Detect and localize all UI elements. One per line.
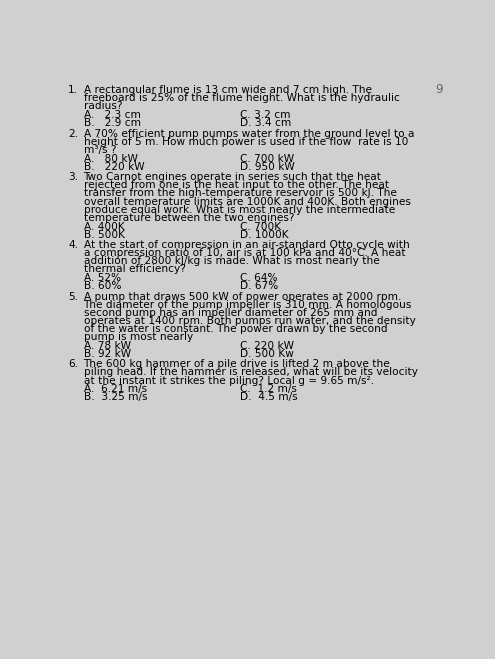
Text: The 600 kg hammer of a pile drive is lifted 2 m above the: The 600 kg hammer of a pile drive is lif… [84,359,391,369]
Text: a compression ratio of 10, air is at 100 kPa and 40°C. A heat: a compression ratio of 10, air is at 100… [84,248,405,258]
Text: piling head. If the hammer is released, what will be its velocity: piling head. If the hammer is released, … [84,368,418,378]
Text: C.  1.2 m/s: C. 1.2 m/s [240,384,297,394]
Text: 2.: 2. [68,129,78,139]
Text: rejected from one is the heat input to the other. The heat: rejected from one is the heat input to t… [84,181,389,190]
Text: 1.: 1. [68,85,78,96]
Text: D. 500 Kw: D. 500 Kw [240,349,294,359]
Text: operates at 1400 rpm. Both pumps run water, and the density: operates at 1400 rpm. Both pumps run wat… [84,316,415,326]
Text: C. 3.2 cm: C. 3.2 cm [240,110,291,120]
Text: at the instant it strikes the piling? Local g = 9.65 m/s².: at the instant it strikes the piling? Lo… [84,376,374,386]
Text: B.   2.9 cm: B. 2.9 cm [84,119,141,129]
Text: A.  6.21 m/s: A. 6.21 m/s [84,384,147,394]
Text: of the water is constant. The power drawn by the second: of the water is constant. The power draw… [84,324,387,334]
Text: D. 1000K: D. 1000K [240,229,289,240]
Text: B. 92 kW: B. 92 kW [84,349,131,359]
Text: overall temperature limits are 1000K and 400K. Both engines: overall temperature limits are 1000K and… [84,196,410,206]
Text: D.  4.5 m/s: D. 4.5 m/s [240,393,298,403]
Text: C. 700 kW: C. 700 kW [240,154,294,164]
Text: freeboard is 25% of the flume height. What is the hydraulic: freeboard is 25% of the flume height. Wh… [84,94,399,103]
Text: C. 64%: C. 64% [240,273,278,283]
Text: A. 400K: A. 400K [84,221,124,231]
Text: A rectangular flume is 13 cm wide and 7 cm high. The: A rectangular flume is 13 cm wide and 7 … [84,85,372,96]
Text: D. 3.4 cm: D. 3.4 cm [240,119,292,129]
Text: C. 220 kW: C. 220 kW [240,341,294,351]
Text: 6.: 6. [68,359,78,369]
Text: D. 950 kW: D. 950 kW [240,162,295,172]
Text: pump is most nearly: pump is most nearly [84,332,193,342]
Text: thermal efficiency?: thermal efficiency? [84,264,186,274]
Text: A pump that draws 500 kW of power operates at 2000 rpm.: A pump that draws 500 kW of power operat… [84,291,401,302]
Text: temperature between the two engines?: temperature between the two engines? [84,213,294,223]
Text: 3.: 3. [68,172,78,183]
Text: transfer from the high-temperature reservoir is 500 kJ. The: transfer from the high-temperature reser… [84,188,396,198]
Text: 5.: 5. [68,291,78,302]
Text: Two Carnot engines operate in series such that the heat: Two Carnot engines operate in series suc… [84,172,382,183]
Text: 9: 9 [436,83,443,96]
Text: At the start of compression in an air-standard Otto cycle with: At the start of compression in an air-st… [84,240,409,250]
Text: 4.: 4. [68,240,78,250]
Text: A.   2.3 cm: A. 2.3 cm [84,110,141,120]
Text: C. 700K: C. 700K [240,221,281,231]
Text: A. 52%: A. 52% [84,273,121,283]
Text: B.   220 kW: B. 220 kW [84,162,144,172]
Text: addition of 2800 kJ/kg is made. What is most nearly the: addition of 2800 kJ/kg is made. What is … [84,256,379,266]
Text: The diameter of the pump impeller is 310 mm. A homologous: The diameter of the pump impeller is 310… [84,300,412,310]
Text: B.  3.25 m/s: B. 3.25 m/s [84,393,147,403]
Text: A. 78 kW: A. 78 kW [84,341,131,351]
Text: radius?: radius? [84,101,122,111]
Text: second pump has an impeller diameter of 265 mm and: second pump has an impeller diameter of … [84,308,377,318]
Text: height of 5 m. How much power is used if the flow  rate is 10: height of 5 m. How much power is used if… [84,137,408,147]
Text: A 70% efficient pump pumps water from the ground level to a: A 70% efficient pump pumps water from th… [84,129,414,139]
Text: B. 60%: B. 60% [84,281,121,291]
Text: produce equal work. What is most nearly the intermediate: produce equal work. What is most nearly … [84,204,395,215]
Text: m³/s ?: m³/s ? [84,145,116,155]
Text: A.   80 kW: A. 80 kW [84,154,138,164]
Text: D. 67%: D. 67% [240,281,278,291]
Text: B. 500K: B. 500K [84,229,125,240]
